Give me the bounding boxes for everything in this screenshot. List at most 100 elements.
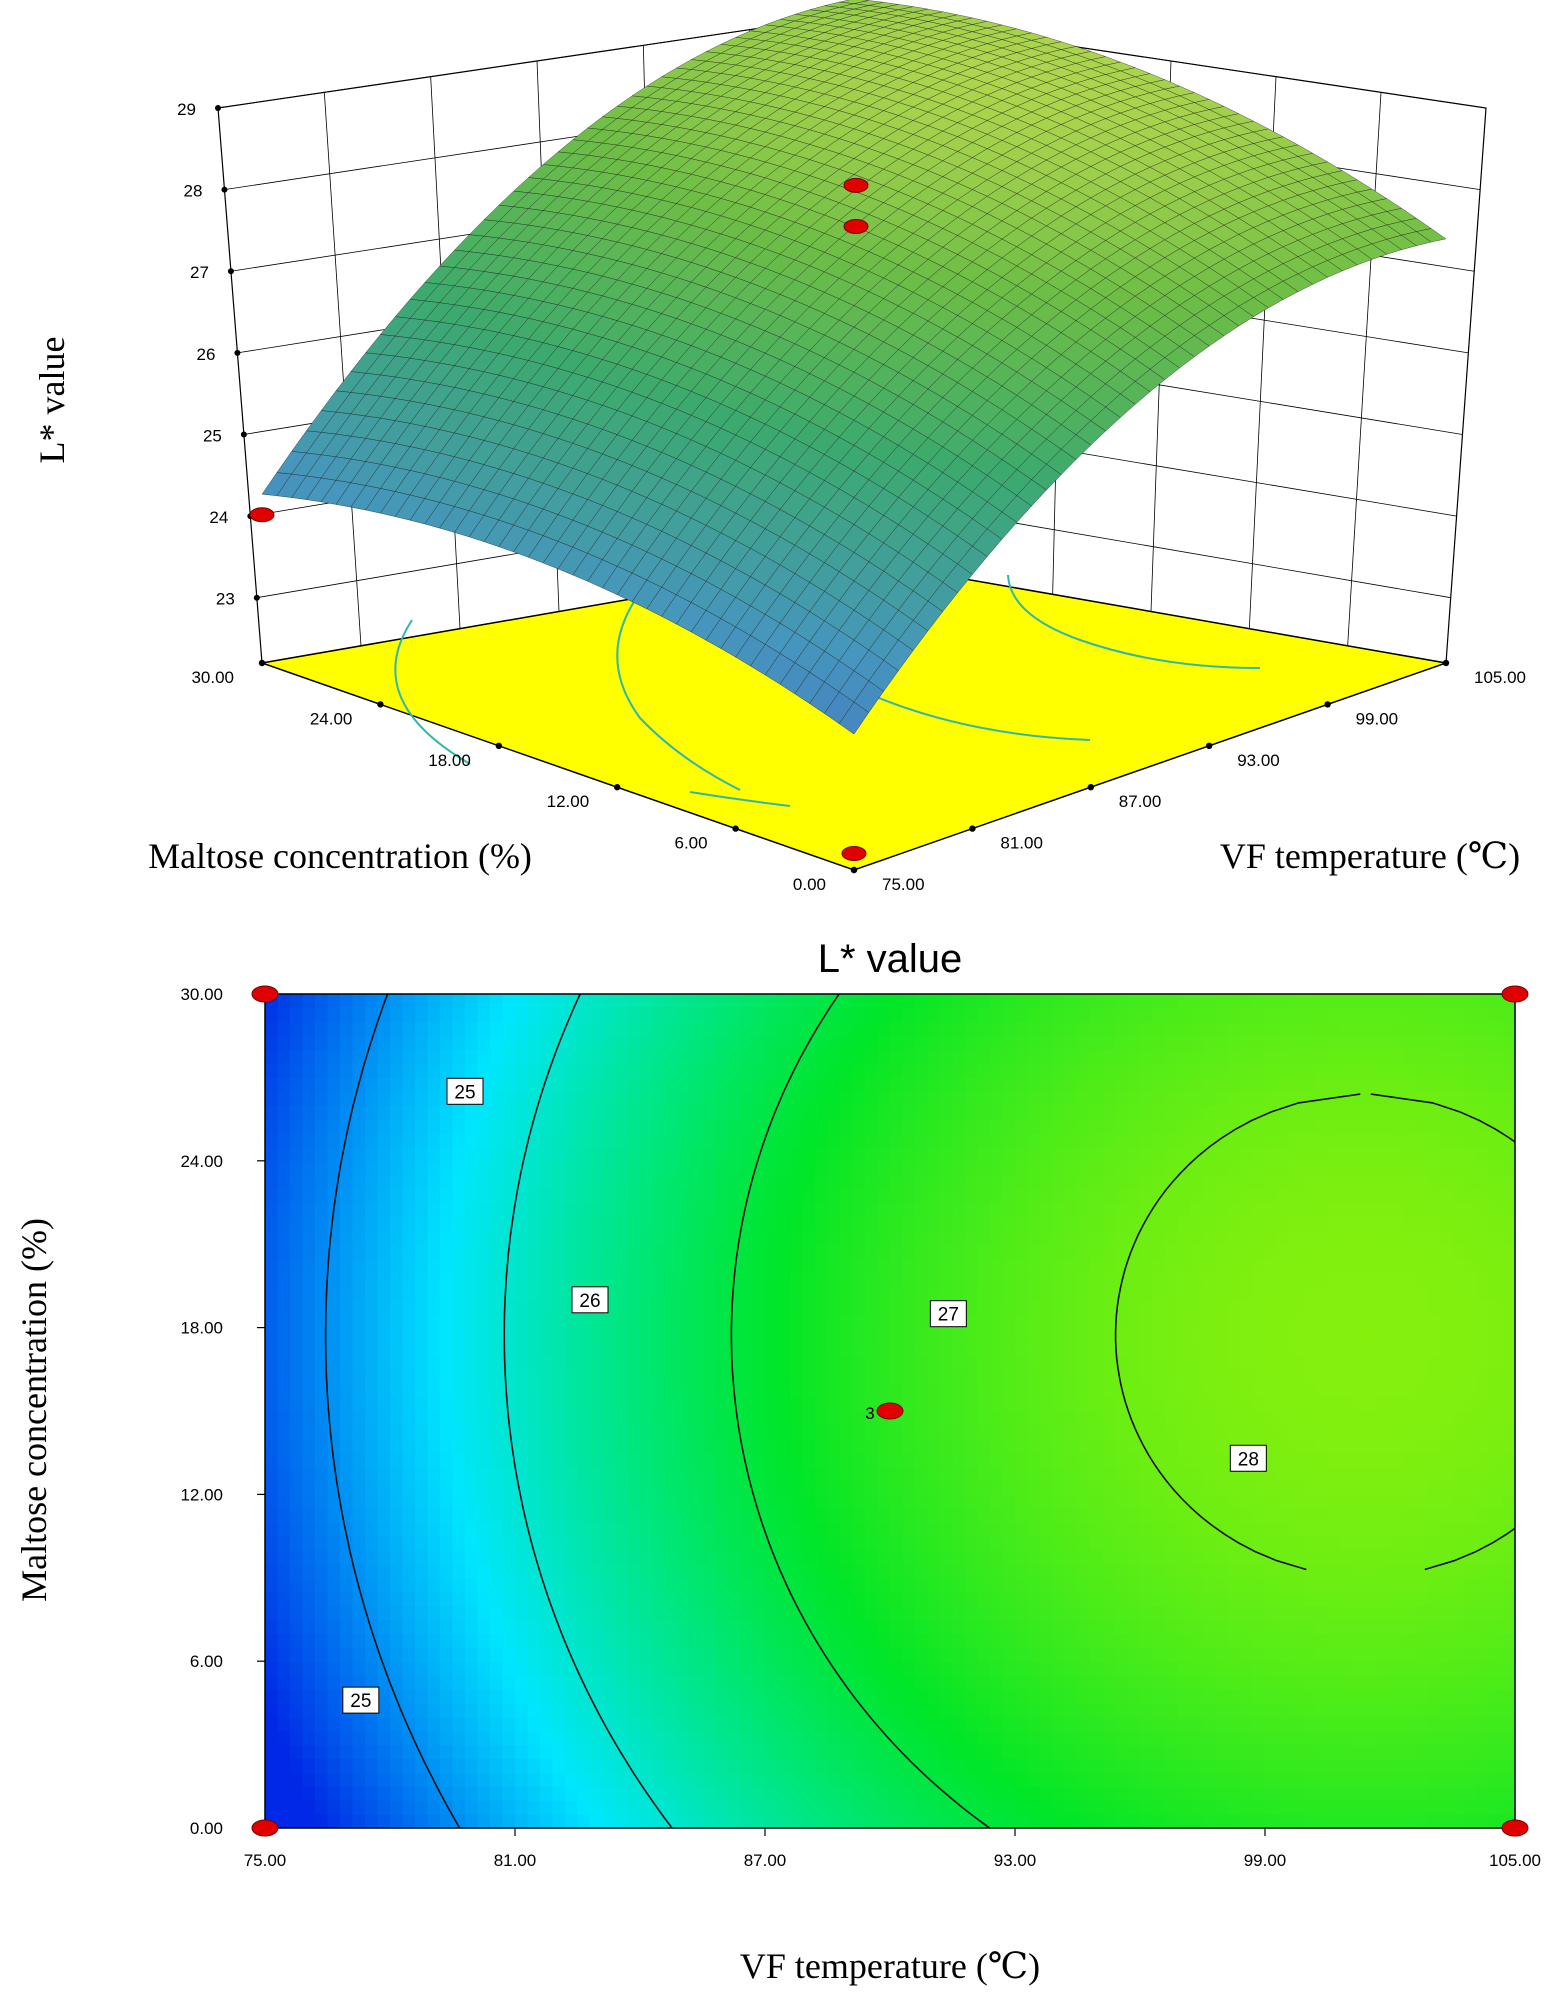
heat-cell (377, 1522, 391, 1537)
heat-cell (577, 1133, 591, 1148)
heat-cell (265, 1480, 279, 1495)
heat-cell (940, 1272, 954, 1287)
heat-cell (752, 1105, 766, 1120)
heat-cell (715, 1021, 729, 1037)
heat-cell (577, 1730, 591, 1746)
heat-cell (627, 1272, 641, 1287)
surface-design-points (249, 177, 869, 862)
heat-cell (352, 1216, 366, 1231)
heat-cell (565, 1577, 579, 1593)
heat-cell (577, 1230, 591, 1245)
heat-cell (477, 1522, 491, 1537)
heat-cell (440, 1202, 454, 1217)
heat-cell (840, 1063, 854, 1078)
heat-cell (915, 1383, 929, 1398)
heat-cell (377, 1730, 391, 1746)
heat-cell (677, 1369, 691, 1384)
heat-cell (440, 1508, 454, 1523)
heat-cell (790, 1202, 804, 1217)
heat-cell (740, 1035, 754, 1051)
heat-cell (865, 1272, 879, 1287)
heat-cell (615, 1230, 629, 1245)
heat-cell (877, 1786, 891, 1801)
heat-cell (477, 1341, 491, 1356)
surface-patch (838, 701, 870, 735)
heat-cell (802, 1369, 816, 1384)
heat-cell (427, 994, 441, 1009)
heat-cell (452, 1272, 466, 1287)
heat-cell (615, 1536, 629, 1551)
heat-cell (515, 1355, 529, 1370)
heat-cell (515, 1021, 529, 1037)
heat-cell (690, 1313, 704, 1329)
heat-cell (552, 994, 566, 1009)
heat-cell (652, 1383, 666, 1398)
heat-cell (277, 1800, 291, 1815)
heat-cell (852, 1591, 866, 1607)
heat-cell (677, 1077, 691, 1092)
heat-cell (840, 1647, 854, 1662)
heat-cell (615, 1438, 629, 1454)
heat-cell (540, 1230, 554, 1245)
heat-cell (490, 1299, 504, 1315)
heat-cell (677, 1063, 691, 1078)
heat-cell (415, 1661, 429, 1676)
heat-cell (390, 1383, 404, 1398)
heat-cell (777, 1508, 791, 1523)
heat-cell (377, 1814, 391, 1828)
heat-cell (527, 1007, 541, 1023)
heat-cell (515, 1411, 529, 1426)
heat-cell (765, 1494, 779, 1509)
heat-cell (365, 1146, 379, 1162)
heat-cell (815, 1285, 829, 1301)
heat-cell (602, 1313, 616, 1329)
heat-cell (615, 1814, 629, 1828)
heat-cell (652, 1063, 666, 1078)
heat-cell (290, 1313, 304, 1329)
heat-cell (927, 1035, 941, 1051)
heat-cell (540, 1716, 554, 1732)
heat-cell (740, 1424, 754, 1440)
heat-cell (465, 1313, 479, 1329)
heat-cell (440, 1466, 454, 1482)
heat-cell (665, 1577, 679, 1593)
heat-cell (802, 1508, 816, 1523)
heat-cell (315, 1146, 329, 1162)
heat-cell (390, 1174, 404, 1190)
heat-cell (502, 1591, 516, 1607)
heat-cell (552, 1244, 566, 1259)
heat-cell (290, 1021, 304, 1037)
heat-cell (402, 1661, 416, 1676)
heat-cell (877, 1230, 891, 1245)
heat-cell (652, 1049, 666, 1065)
heat-cell (927, 1758, 941, 1773)
heat-cell (577, 1619, 591, 1634)
heat-cell (715, 1063, 729, 1078)
heat-cell (540, 1772, 554, 1787)
heat-cell (302, 1049, 316, 1065)
heat-cell (452, 1786, 466, 1801)
heat-cell (640, 1563, 654, 1579)
heat-cell (390, 1550, 404, 1565)
heat-cell (365, 1424, 379, 1440)
heat-cell (302, 1146, 316, 1162)
heat-cell (602, 1230, 616, 1245)
heat-cell (815, 1730, 829, 1746)
heat-cell (490, 1077, 504, 1092)
heat-cell (727, 1119, 741, 1134)
heat-cell (715, 1216, 729, 1231)
heat-cell (552, 1411, 566, 1426)
heat-cell (927, 1786, 941, 1801)
heat-cell (290, 1146, 304, 1162)
heat-cell (802, 1730, 816, 1746)
heat-cell (515, 1188, 529, 1204)
heat-cell (527, 1536, 541, 1551)
heat-cell (427, 1272, 441, 1287)
heat-cell (540, 1327, 554, 1343)
heat-cell (640, 1480, 654, 1495)
heat-cell (490, 1716, 504, 1732)
heat-cell (902, 1536, 916, 1551)
heat-cell (840, 1313, 854, 1329)
heat-cell (640, 1327, 654, 1343)
heat-cell (940, 1244, 954, 1259)
